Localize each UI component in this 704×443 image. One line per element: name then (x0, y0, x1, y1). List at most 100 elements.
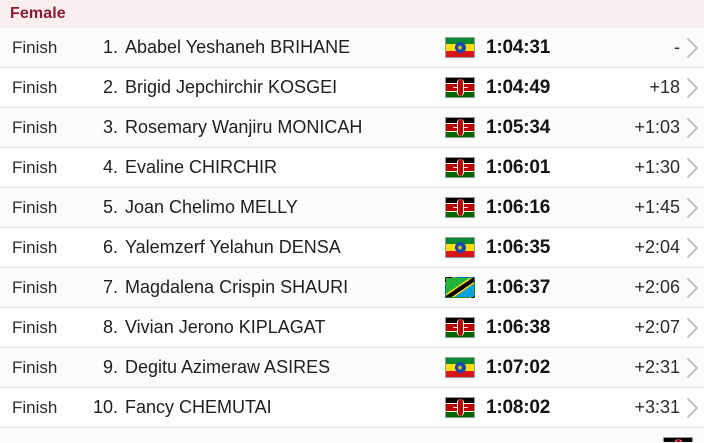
row-chevron[interactable] (686, 317, 704, 339)
chevron-right-icon (686, 237, 700, 259)
row-athlete-name: Joan Chelimo MELLY (125, 197, 298, 217)
row-chevron[interactable] (686, 397, 704, 419)
table-row-3[interactable]: Finish 3. Rosemary Wanjiru MONICAH 1:05:… (0, 108, 704, 148)
table-row-2[interactable]: Finish 2. Brigid Jepchirchir KOSGEI 1:04… (0, 68, 704, 108)
row-rank: 6. (102, 237, 118, 257)
flag-ken-icon (445, 157, 475, 178)
row-time: 1:06:37 (486, 276, 551, 298)
row-athlete: 8. Vivian Jerono KIPLAGAT (88, 317, 434, 338)
row-athlete-name: Rosemary Wanjiru MONICAH (125, 117, 363, 137)
row-athlete: 10. Fancy CHEMUTAI (88, 397, 434, 418)
flag-ken-icon (663, 437, 693, 442)
row-status: Finish (12, 237, 58, 257)
row-chevron[interactable] (686, 157, 704, 179)
row-gap: +1:45 (634, 197, 680, 217)
row-athlete: 2. Brigid Jepchirchir KOSGEI (88, 77, 434, 98)
row-status: Finish (12, 357, 58, 377)
row-status: Finish (12, 277, 58, 297)
row-rank: 9. (102, 357, 118, 377)
flag-ken-icon (445, 317, 475, 338)
chevron-right-icon (686, 157, 700, 179)
row-time: 1:06:35 (486, 236, 551, 258)
row-rank: 5. (102, 197, 118, 217)
row-athlete-name: Degitu Azimeraw ASIRES (125, 357, 331, 377)
table-row-10[interactable]: Finish 10. Fancy CHEMUTAI 1:08:02 +3:31 (0, 388, 704, 428)
row-athlete: 9. Degitu Azimeraw ASIRES (88, 357, 434, 378)
row-athlete-name: Brigid Jepchirchir KOSGEI (125, 77, 338, 97)
row-time: 1:04:49 (486, 76, 551, 98)
chevron-right-icon (686, 117, 700, 139)
flag-tza-icon (445, 277, 475, 298)
chevron-right-icon (686, 317, 700, 339)
row-rank: 2. (102, 77, 118, 97)
row-status: Finish (12, 117, 58, 137)
row-athlete: 5. Joan Chelimo MELLY (88, 197, 434, 218)
row-country-flag (434, 157, 486, 178)
table-row-5[interactable]: Finish 5. Joan Chelimo MELLY 1:06:16 +1:… (0, 188, 704, 228)
row-country-flag (434, 277, 486, 298)
row-rank: 7. (102, 277, 118, 297)
row-status: Finish (12, 77, 58, 97)
row-time: 1:06:16 (486, 196, 551, 218)
table-row-9[interactable]: Finish 9. Degitu Azimeraw ASIRES 1:07:02… (0, 348, 704, 388)
flag-ken-icon (445, 397, 475, 418)
row-athlete: 4. Evaline CHIRCHIR (88, 157, 434, 178)
row-chevron[interactable] (686, 77, 704, 99)
row-chevron[interactable] (686, 277, 704, 299)
row-athlete: 6. Yalemzerf Yelahun DENSA (88, 237, 434, 258)
row-country-flag (434, 397, 486, 418)
flag-ken-icon (445, 77, 475, 98)
section-header: Female (0, 0, 704, 28)
chevron-right-icon (686, 277, 700, 299)
flag-ken-icon (445, 197, 475, 218)
row-country-flag (652, 428, 704, 442)
row-gap: +1:03 (634, 117, 680, 137)
row-chevron[interactable] (686, 357, 704, 379)
row-country-flag (434, 117, 486, 138)
table-row-1[interactable]: Finish 1. Ababel Yeshaneh BRIHANE 1:04:3… (0, 28, 704, 68)
row-country-flag (434, 197, 486, 218)
row-athlete-name: Magdalena Crispin SHAURI (125, 277, 349, 297)
section-header-title: Female (10, 5, 66, 22)
table-row-7[interactable]: Finish 7. Magdalena Crispin SHAURI 1:06:… (0, 268, 704, 308)
row-chevron[interactable] (686, 197, 704, 219)
row-time: 1:06:01 (486, 156, 551, 178)
row-time: 1:04:31 (486, 36, 551, 58)
row-chevron[interactable] (686, 237, 704, 259)
row-gap: +2:31 (634, 357, 680, 377)
flag-ken-icon (445, 117, 475, 138)
table-row-6[interactable]: Finish 6. Yalemzerf Yelahun DENSA 1:06:3… (0, 228, 704, 268)
row-rank: 8. (102, 317, 118, 337)
results-list: Finish 1. Ababel Yeshaneh BRIHANE 1:04:3… (0, 28, 704, 442)
row-gap: +18 (649, 77, 680, 97)
flag-eth-icon (445, 237, 475, 258)
row-gap: +3:31 (634, 397, 680, 417)
row-time: 1:08:02 (486, 396, 551, 418)
row-time: 1:06:38 (486, 316, 551, 338)
chevron-right-icon (686, 397, 700, 419)
row-chevron[interactable] (686, 37, 704, 59)
flag-eth-icon (445, 37, 475, 58)
row-status: Finish (12, 397, 58, 417)
row-status: Finish (12, 317, 58, 337)
row-chevron[interactable] (686, 117, 704, 139)
chevron-right-icon (686, 197, 700, 219)
row-status: Finish (12, 157, 58, 177)
row-country-flag (434, 357, 486, 378)
row-status: Finish (12, 197, 58, 217)
row-time: 1:05:34 (486, 116, 551, 138)
row-status: Finish (12, 37, 58, 57)
row-rank: 1. (102, 37, 118, 57)
row-gap: +2:04 (634, 237, 680, 257)
chevron-right-icon (686, 77, 700, 99)
row-athlete: 1. Ababel Yeshaneh BRIHANE (88, 37, 434, 58)
chevron-right-icon (686, 37, 700, 59)
table-row-8[interactable]: Finish 8. Vivian Jerono KIPLAGAT 1:06:38… (0, 308, 704, 348)
chevron-right-icon (686, 357, 700, 379)
row-time: 1:07:02 (486, 356, 551, 378)
row-athlete-name: Yalemzerf Yelahun DENSA (125, 237, 341, 257)
table-row-4[interactable]: Finish 4. Evaline CHIRCHIR 1:06:01 +1:30 (0, 148, 704, 188)
table-row-partial[interactable] (0, 428, 704, 442)
row-gap: - (674, 37, 680, 57)
row-athlete-name: Vivian Jerono KIPLAGAT (125, 317, 326, 337)
